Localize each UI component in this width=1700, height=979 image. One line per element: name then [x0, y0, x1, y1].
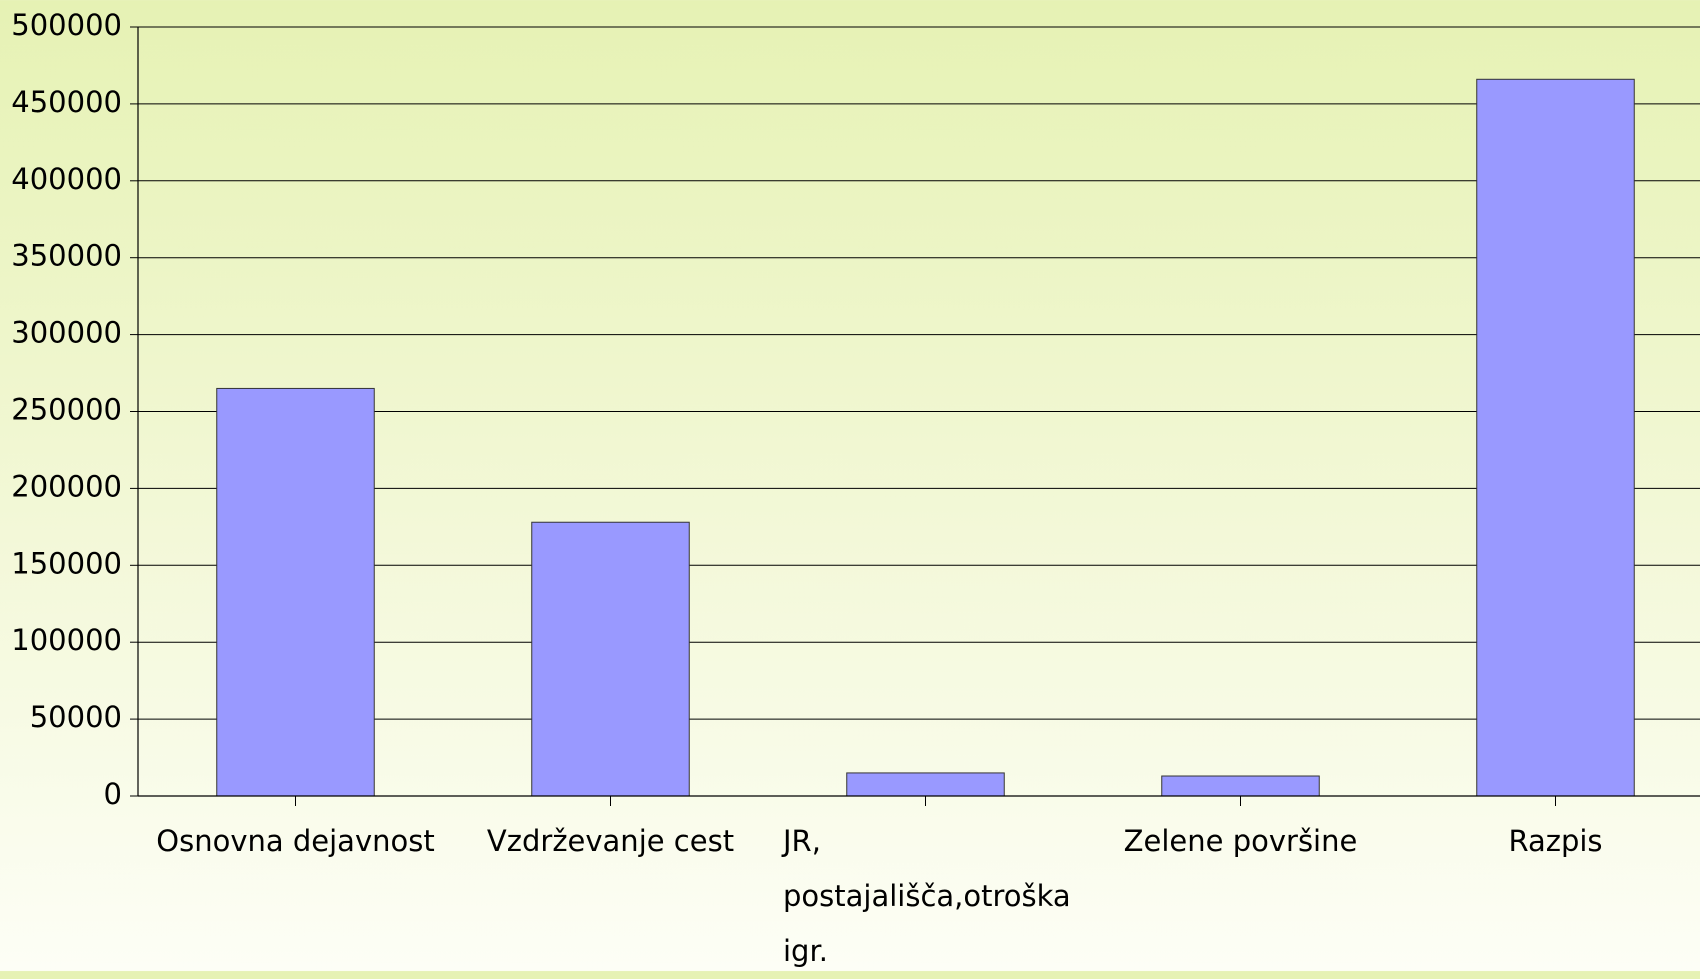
x-tick-label-box: Osnovna dejavnost [138, 814, 453, 869]
bar [531, 521, 690, 797]
y-tick-label: 300000 [11, 316, 122, 350]
y-tick-label: 450000 [11, 85, 122, 119]
x-tick-label: JR, postajališča,otroška igr. [783, 824, 1071, 968]
x-tick-label: Razpis [1508, 824, 1603, 858]
y-tick-label: 50000 [30, 700, 122, 734]
y-tick-label: 250000 [11, 393, 122, 427]
x-tick-label: Vzdrževanje cest [486, 824, 735, 858]
y-tick-label: 0 [104, 777, 122, 811]
y-tick-label: 350000 [11, 239, 122, 273]
x-tick-label: Osnovna dejavnost [156, 824, 435, 858]
bar [216, 387, 375, 797]
y-tick-label: 500000 [11, 8, 122, 42]
x-tick-label-box: Zelene površine [1083, 814, 1398, 869]
y-tick-label: 400000 [11, 162, 122, 196]
bar [1476, 78, 1635, 797]
y-tick-label: 200000 [11, 469, 122, 503]
x-tick-label-box: JR, postajališča,otroška igr. [768, 814, 1083, 979]
bar [846, 772, 1005, 797]
bar [1161, 775, 1320, 797]
y-tick-label: 100000 [11, 623, 122, 657]
y-tick-label: 150000 [11, 546, 122, 580]
x-tick-label: Zelene površine [1123, 824, 1358, 858]
x-tick-label-box: Vzdrževanje cest [453, 814, 768, 869]
x-tick-label-box: Razpis [1398, 814, 1700, 869]
